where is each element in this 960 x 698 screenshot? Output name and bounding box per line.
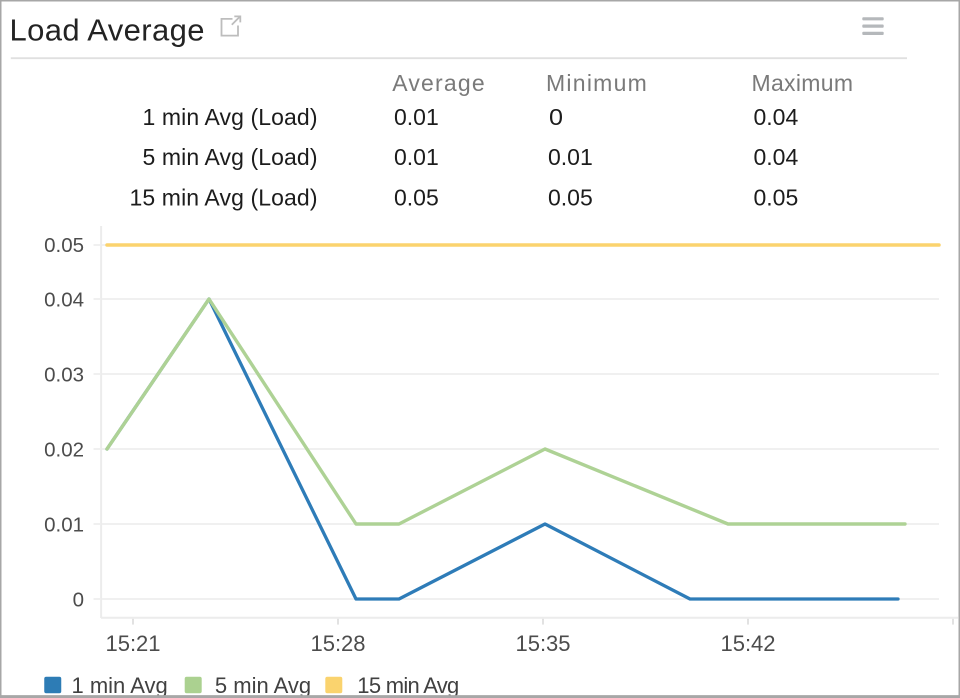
svg-text:1 min Avg: 1 min Avg — [72, 673, 168, 698]
svg-text:0.01: 0.01 — [44, 513, 84, 536]
svg-text:0.01: 0.01 — [394, 144, 439, 170]
svg-text:0.04: 0.04 — [754, 104, 799, 130]
svg-text:0.04: 0.04 — [44, 288, 84, 311]
svg-text:15:42: 15:42 — [720, 631, 775, 656]
svg-text:5 min Avg: 5 min Avg — [215, 673, 311, 698]
svg-text:0.01: 0.01 — [394, 104, 439, 130]
svg-text:0: 0 — [549, 104, 563, 130]
svg-text:Average: Average — [392, 70, 485, 96]
svg-text:Maximum: Maximum — [752, 70, 854, 96]
svg-text:0.04: 0.04 — [754, 144, 799, 170]
svg-text:0.05: 0.05 — [548, 184, 593, 210]
svg-text:0.03: 0.03 — [44, 363, 84, 386]
svg-text:0.05: 0.05 — [44, 234, 84, 257]
svg-text:0.05: 0.05 — [394, 184, 439, 210]
svg-text:15:21: 15:21 — [105, 631, 160, 656]
svg-text:15 min Avg: 15 min Avg — [357, 673, 459, 698]
svg-text:0.01: 0.01 — [548, 144, 593, 170]
svg-text:15:35: 15:35 — [515, 631, 570, 656]
svg-text:15:28: 15:28 — [310, 631, 365, 656]
svg-text:15 min Avg (Load): 15 min Avg (Load) — [130, 184, 318, 210]
svg-text:0.05: 0.05 — [754, 184, 799, 210]
svg-text:5 min Avg (Load): 5 min Avg (Load) — [143, 144, 318, 170]
svg-text:0.02: 0.02 — [44, 438, 84, 461]
svg-text:1 min Avg (Load): 1 min Avg (Load) — [143, 104, 318, 130]
svg-text:Minimum: Minimum — [546, 70, 647, 96]
svg-text:0: 0 — [73, 588, 84, 611]
svg-text:Load Average: Load Average — [10, 12, 205, 47]
